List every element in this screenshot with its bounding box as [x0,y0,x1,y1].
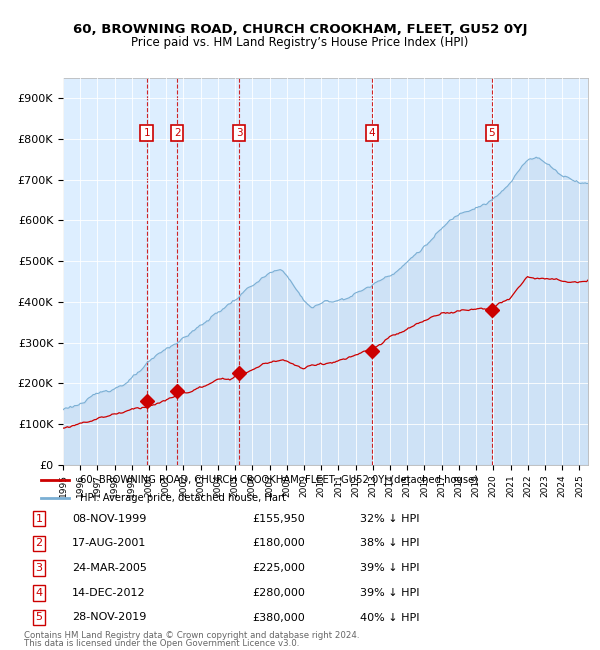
Text: 24-MAR-2005: 24-MAR-2005 [72,563,147,573]
Text: 38% ↓ HPI: 38% ↓ HPI [360,538,419,549]
Text: 1: 1 [143,128,150,138]
Text: 5: 5 [35,612,43,623]
Text: 28-NOV-2019: 28-NOV-2019 [72,612,146,623]
Text: 1: 1 [35,514,43,524]
Text: £225,000: £225,000 [252,563,305,573]
Text: 08-NOV-1999: 08-NOV-1999 [72,514,146,524]
Text: 2: 2 [174,128,181,138]
Text: 5: 5 [488,128,495,138]
Text: Contains HM Land Registry data © Crown copyright and database right 2024.: Contains HM Land Registry data © Crown c… [24,631,359,640]
Text: £280,000: £280,000 [252,588,305,598]
Text: Price paid vs. HM Land Registry’s House Price Index (HPI): Price paid vs. HM Land Registry’s House … [131,36,469,49]
Text: 60, BROWNING ROAD, CHURCH CROOKHAM, FLEET, GU52 0YJ (detached house): 60, BROWNING ROAD, CHURCH CROOKHAM, FLEE… [80,475,478,485]
Text: 39% ↓ HPI: 39% ↓ HPI [360,588,419,598]
Text: £180,000: £180,000 [252,538,305,549]
Text: £380,000: £380,000 [252,612,305,623]
Text: This data is licensed under the Open Government Licence v3.0.: This data is licensed under the Open Gov… [24,639,299,648]
Text: 4: 4 [369,128,376,138]
Text: 14-DEC-2012: 14-DEC-2012 [72,588,146,598]
Text: 39% ↓ HPI: 39% ↓ HPI [360,563,419,573]
Text: 3: 3 [236,128,242,138]
Text: 4: 4 [35,588,43,598]
Text: 3: 3 [35,563,43,573]
Text: 40% ↓ HPI: 40% ↓ HPI [360,612,419,623]
Text: 32% ↓ HPI: 32% ↓ HPI [360,514,419,524]
Text: 2: 2 [35,538,43,549]
Text: 17-AUG-2001: 17-AUG-2001 [72,538,146,549]
Text: 60, BROWNING ROAD, CHURCH CROOKHAM, FLEET, GU52 0YJ: 60, BROWNING ROAD, CHURCH CROOKHAM, FLEE… [73,23,527,36]
Text: HPI: Average price, detached house, Hart: HPI: Average price, detached house, Hart [80,493,286,503]
Text: £155,950: £155,950 [252,514,305,524]
